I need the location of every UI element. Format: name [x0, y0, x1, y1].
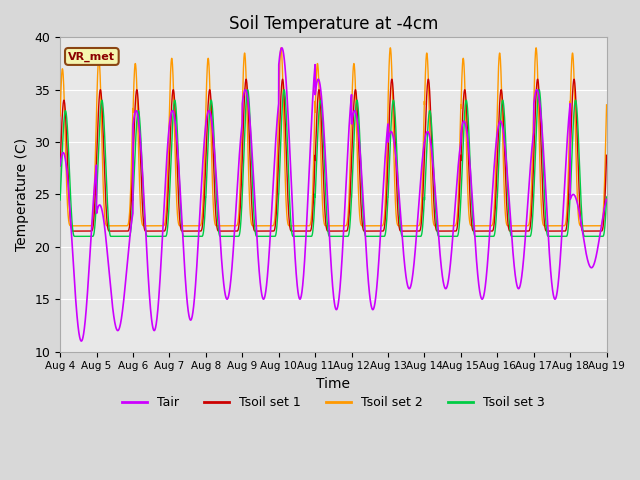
Tsoil set 2: [603, 102, 611, 108]
Tsoil set 1: [243, 76, 250, 82]
Tair: [313, 79, 321, 84]
Tsoil set 3: [456, 213, 464, 219]
Tsoil set 1: [603, 152, 611, 158]
Tair: [155, 300, 163, 305]
Tsoil set 1: [456, 178, 464, 184]
Tair: [602, 198, 610, 204]
Tsoil set 1: [56, 163, 64, 168]
Tsoil set 1: [313, 108, 321, 114]
Tsoil set 3: [244, 87, 252, 93]
Y-axis label: Temperature (C): Temperature (C): [15, 138, 29, 251]
Tsoil set 1: [487, 228, 495, 234]
Tsoil set 3: [313, 147, 321, 153]
X-axis label: Time: Time: [316, 377, 350, 391]
Tsoil set 3: [603, 194, 611, 200]
Line: Tsoil set 1: Tsoil set 1: [60, 79, 607, 231]
Tsoil set 3: [426, 108, 433, 114]
Tair: [56, 162, 64, 168]
Line: Tsoil set 3: Tsoil set 3: [60, 90, 607, 236]
Tair: [487, 212, 495, 217]
Tair: [77, 338, 85, 344]
Tsoil set 3: [487, 233, 495, 239]
Tsoil set 1: [155, 228, 163, 234]
Tsoil set 3: [56, 197, 64, 203]
Line: Tsoil set 2: Tsoil set 2: [60, 48, 607, 226]
Tair: [278, 45, 285, 51]
Tsoil set 3: [71, 233, 79, 239]
Tsoil set 1: [602, 168, 610, 173]
Tsoil set 2: [602, 122, 610, 128]
Tsoil set 1: [69, 228, 77, 234]
Text: VR_met: VR_met: [68, 51, 115, 61]
Legend: Tair, Tsoil set 1, Tsoil set 2, Tsoil set 3: Tair, Tsoil set 1, Tsoil set 2, Tsoil se…: [117, 391, 550, 414]
Title: Soil Temperature at -4cm: Soil Temperature at -4cm: [228, 15, 438, 33]
Tsoil set 2: [277, 45, 285, 51]
Tair: [456, 146, 464, 152]
Tsoil set 2: [155, 223, 163, 229]
Tsoil set 2: [56, 113, 64, 119]
Line: Tair: Tair: [60, 48, 607, 341]
Tsoil set 2: [68, 223, 76, 229]
Tsoil set 2: [426, 128, 433, 134]
Tair: [603, 196, 611, 202]
Tsoil set 2: [313, 62, 321, 68]
Tsoil set 2: [487, 223, 495, 229]
Tsoil set 2: [456, 138, 464, 144]
Tsoil set 3: [602, 204, 610, 210]
Tair: [426, 134, 433, 140]
Tsoil set 3: [155, 233, 163, 239]
Tsoil set 1: [426, 89, 433, 95]
